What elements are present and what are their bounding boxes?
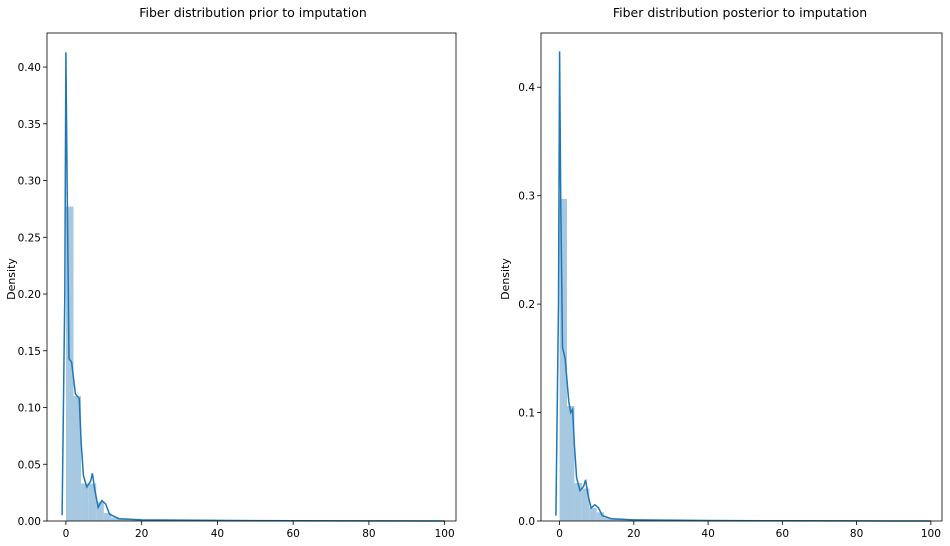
right-chart-histogram-bar [566,406,575,521]
right-chart-title: Fiber distribution posterior to imputati… [613,5,867,20]
left-chart-histogram-bar [81,483,89,521]
left-chart-histogram-bar [73,396,82,521]
right-chart-histogram-bar [611,518,619,521]
left-chart-x-tick-label: 0 [63,528,70,540]
left-chart-y-tick-label: 0.05 [18,459,41,471]
right-chart-x-tick-label: 40 [701,528,714,540]
left-chart-y-tick-label: 0.15 [18,346,41,358]
left-chart-x-tick-label: 100 [435,528,455,540]
right-chart-histogram-bar [604,517,612,521]
left-chart-kde-line [61,52,445,522]
left-chart-y-tick-label: 0.30 [18,176,41,188]
left-chart-histogram-bar [65,206,74,521]
left-chart-histogram-bar [103,513,112,521]
right-chart-x-tick-label: 20 [627,528,640,540]
left-chart-ylabel: Density [5,258,18,300]
right-chart-histogram-bar [574,483,582,521]
right-chart-x-tick-label: 0 [556,528,563,540]
right-chart-y-tick-label: 0.3 [518,191,535,203]
right-chart-y-axis: 0.0 0.1 0.2 0.3 0.4 [518,82,541,528]
left-chart-histogram-bar [96,501,104,521]
left-chart-panel: Fiber distribution prior to imputation D… [5,5,457,540]
left-chart-histogram-bar [118,518,127,521]
left-chart-y-tick-label: 0.20 [18,289,41,301]
right-chart-histogram-bar [589,507,597,521]
right-chart-y-tick-label: 0.0 [518,516,535,528]
left-chart-x-tick-label: 60 [286,528,299,540]
right-chart-ylabel: Density [499,258,512,300]
right-chart-histogram-bar [618,519,627,521]
right-chart-x-tick-label: 80 [850,528,863,540]
right-chart-histogram-bar [581,488,590,521]
left-chart-histogram-bar [126,519,135,521]
right-chart-y-tick-label: 0.1 [518,408,535,420]
left-chart-histogram-bar [111,517,119,521]
right-chart-histogram-bar [596,512,605,521]
left-chart-x-tick-label: 20 [135,528,148,540]
left-chart-y-axis: 0.00 0.05 0.10 0.15 0.20 0.25 0.30 0.35 0.40 [18,62,47,528]
left-chart-y-tick-label: 0.25 [18,232,41,244]
right-chart-y-tick-label: 0.2 [518,299,535,311]
right-chart-y-tick-label: 0.4 [518,82,535,94]
left-chart-y-tick-label: 0.35 [18,119,41,131]
right-chart-panel: Fiber distribution posterior to imputati… [499,5,943,540]
right-chart-x-axis: 0 20 40 60 80 100 [556,521,941,540]
left-chart-histogram-bar [88,483,97,521]
right-chart-kde-line [555,51,931,522]
right-chart-plot-frame [540,32,943,522]
left-chart-y-tick-label: 0.40 [18,62,41,74]
left-chart-y-tick-label: 0.00 [18,516,41,528]
left-chart-x-tick-label: 80 [362,528,375,540]
right-chart-x-tick-label: 60 [776,528,789,540]
left-chart-title: Fiber distribution prior to imputation [139,5,367,20]
left-chart-x-axis: 0 20 40 60 80 100 [63,521,455,540]
left-chart-x-tick-label: 40 [211,528,224,540]
right-chart-x-tick-label: 100 [921,528,941,540]
right-chart-histogram-bar [559,198,567,522]
left-chart-y-tick-label: 0.10 [18,403,41,415]
left-chart-plot-frame [46,32,457,522]
